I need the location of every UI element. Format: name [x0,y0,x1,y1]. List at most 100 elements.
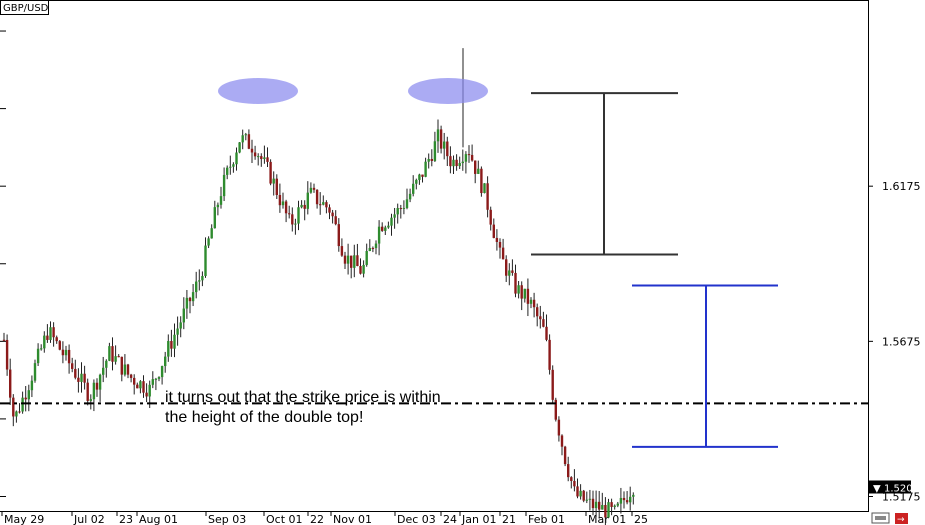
candle-body [257,156,260,158]
candle-body [551,369,554,400]
candle-body [570,477,573,481]
candle-body [613,505,616,507]
projected-height-measure [632,284,778,448]
candle-body [387,225,390,228]
candle-body [126,364,130,375]
expand-icon[interactable] [871,512,890,524]
candle-body [365,251,368,265]
candle-body [412,183,415,194]
candle-body [576,486,579,497]
candle-body [77,377,80,382]
exit-icon[interactable]: → [895,513,908,525]
candle-body [30,380,34,391]
candle-body [61,349,65,356]
candle-body [359,266,362,274]
candle-body [418,174,421,180]
candle-body [632,494,635,497]
candle-body [238,142,241,153]
time-tick-label: Feb 01 [528,513,565,525]
candle-body [204,245,207,277]
annotation-line-2: the height of the double top! [165,409,364,426]
candle-body [5,339,9,370]
time-tick-label: May 29 [4,513,44,525]
candle-body [58,341,61,350]
candle-body [604,504,607,518]
candle-body [201,276,204,281]
candle-body [43,335,46,349]
candle-body [145,392,148,397]
symbol-box [0,0,49,15]
candle-body [517,285,520,294]
candle-body [207,238,210,246]
candle-body [619,497,623,504]
candle-body [98,374,102,390]
candle-body [455,159,458,167]
candle-body [133,377,136,385]
candle-body [191,292,195,302]
candle-body [579,490,582,497]
candle-body [495,237,499,242]
candle-body [430,158,433,161]
price-tick-label: 1.6175 [882,180,921,193]
candle-body [458,163,461,167]
candle-body [195,281,198,293]
candle-body [12,397,15,417]
candle-body [222,174,226,197]
candle-body [102,367,105,375]
candle-body [120,356,123,375]
candle-body [443,141,446,149]
candle-body [368,247,371,252]
candle-body [523,288,526,299]
candle-body [117,356,120,358]
candle-body [2,339,6,341]
candle-body [393,214,396,218]
candle-body [625,500,629,503]
candle-body [235,152,238,165]
candle-body [71,363,74,369]
candle-body [433,141,437,161]
time-tick-label: Oct 01 [266,513,303,525]
candle-body [151,379,154,385]
candle-body [567,464,570,478]
candle-body [83,373,86,383]
candle-body [520,285,523,299]
time-tick-label: Sep 03 [208,513,246,525]
candle-body [306,192,309,209]
candle-body [67,349,71,364]
time-tick-label: 23 [119,513,133,525]
candle-body [464,154,468,162]
candle-body [244,134,247,136]
double-top-peak-2 [408,78,488,104]
candle-body [492,224,495,238]
candle-body [474,160,477,174]
candle-body [585,499,588,501]
candle-body [272,178,275,184]
candle-body [176,328,179,335]
candle-body [381,226,384,231]
candle-body [167,340,170,357]
time-tick-label: 24 [443,513,457,525]
candle-body [46,335,49,340]
candle-body [303,204,306,209]
candle-body [21,397,24,412]
candle-body [377,226,381,244]
svg-text:1.5204: 1.5204 [884,483,919,494]
candle-body [269,161,272,184]
candle-body [390,217,393,226]
candle-body [294,223,297,225]
candle-body [405,199,409,208]
candle-body [266,157,269,162]
candle-body [350,255,353,268]
candle-body [278,195,282,206]
candle-body [253,152,257,157]
candle-body [483,183,486,194]
candle-body [532,299,536,308]
candle-body [328,207,331,213]
candle-body [467,154,471,156]
price-tick-label: 1.5675 [882,335,921,348]
candle-body [501,247,505,260]
candle-body [461,161,464,164]
candle-body [312,187,316,190]
annotation-line-1: it turns out that the strike price is wi… [165,389,441,406]
